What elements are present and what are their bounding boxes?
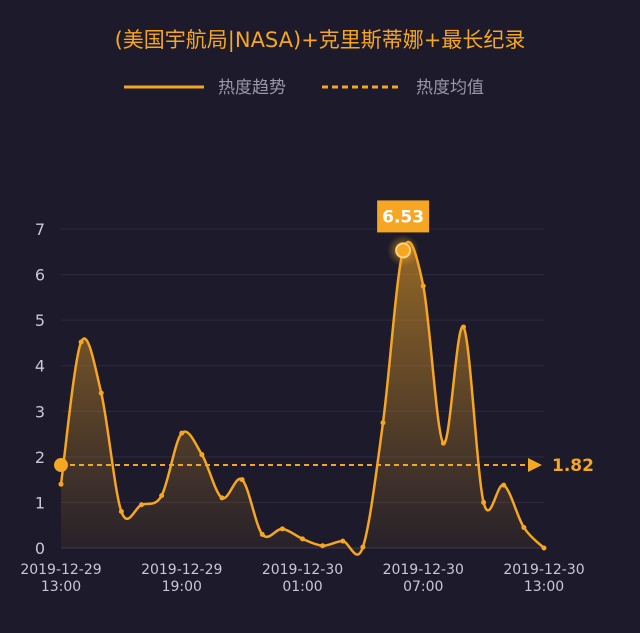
average-marker: 1.82 <box>54 456 594 476</box>
data-point <box>199 452 205 458</box>
y-tick-label: 5 <box>35 311 45 330</box>
data-point <box>279 526 285 532</box>
x-tick-label: 01:00 <box>282 579 322 595</box>
y-tick-label: 3 <box>35 402 45 421</box>
data-point <box>259 531 265 537</box>
data-point <box>320 543 326 549</box>
data-point <box>360 544 366 550</box>
average-arrow-icon <box>528 458 542 473</box>
data-point <box>481 499 487 505</box>
legend: 热度趋势 热度均值 <box>124 78 484 98</box>
data-point <box>98 390 104 396</box>
peak-value-label: 6.53 <box>382 207 424 227</box>
peak-marker: 6.53 <box>377 200 430 267</box>
x-tick-label: 2019-12-30 <box>262 562 343 578</box>
x-tick-label: 07:00 <box>403 579 443 595</box>
data-point <box>380 420 386 426</box>
data-point <box>340 538 346 544</box>
x-axis: 2019-12-2913:002019-12-2919:002019-12-30… <box>20 562 584 595</box>
y-tick-label: 0 <box>35 539 45 558</box>
data-point <box>300 536 305 542</box>
data-point <box>239 477 245 483</box>
y-tick-label: 2 <box>35 448 45 467</box>
y-tick-label: 6 <box>35 266 45 285</box>
x-tick-label: 2019-12-29 <box>20 562 101 578</box>
data-point <box>541 545 547 551</box>
peak-dot <box>395 242 412 259</box>
average-value-label: 1.82 <box>552 456 594 476</box>
x-tick-label: 13:00 <box>41 579 81 595</box>
data-point <box>501 482 507 488</box>
data-point <box>159 493 165 499</box>
y-tick-label: 1 <box>35 493 45 512</box>
average-dot <box>54 458 68 473</box>
chart-title: (美国宇航局|NASA)+克里斯蒂娜+最长纪录 <box>115 28 526 53</box>
data-point <box>139 502 144 508</box>
data-points <box>58 247 547 551</box>
legend-average-label: 热度均值 <box>416 78 484 98</box>
x-tick-label: 13:00 <box>524 579 564 595</box>
data-point <box>219 495 225 501</box>
x-tick-label: 19:00 <box>162 579 202 595</box>
data-point <box>440 440 446 446</box>
y-axis: 0 1 2 3 4 5 6 7 <box>35 220 45 558</box>
legend-trend-label: 热度趋势 <box>218 78 286 98</box>
data-point <box>78 339 84 345</box>
data-point <box>521 524 527 530</box>
data-point <box>58 481 64 487</box>
x-tick-label: 2019-12-29 <box>141 562 222 578</box>
y-tick-label: 7 <box>35 220 45 239</box>
data-point <box>179 430 185 436</box>
peak-label-box <box>377 200 430 233</box>
data-point <box>461 324 466 330</box>
data-point <box>118 509 124 515</box>
y-tick-label: 4 <box>35 357 45 376</box>
data-point <box>420 283 426 289</box>
x-tick-label: 2019-12-30 <box>383 562 464 578</box>
x-tick-label: 2019-12-30 <box>503 562 584 578</box>
trend-area <box>61 241 544 555</box>
